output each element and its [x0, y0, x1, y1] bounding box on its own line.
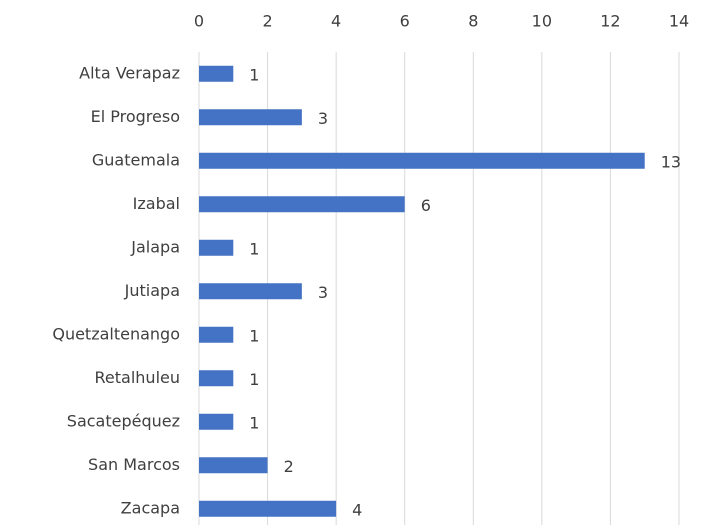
- x-tick-label: 6: [400, 12, 410, 31]
- y-tick-label: Sacatepéquez: [67, 411, 180, 430]
- data-label: 1: [249, 413, 259, 432]
- bar: [199, 283, 302, 300]
- bar: [199, 457, 268, 474]
- y-tick-label: Quetzaltenango: [52, 324, 180, 343]
- data-label: 3: [318, 283, 328, 302]
- bar: [199, 413, 234, 430]
- y-tick-label: Retalhuleu: [95, 368, 180, 387]
- data-label: 1: [249, 370, 259, 389]
- y-tick-label: El Progreso: [91, 107, 180, 126]
- bar: [199, 326, 234, 343]
- data-label: 4: [352, 500, 362, 519]
- y-tick-label: Alta Verapaz: [79, 63, 180, 82]
- data-label: 1: [249, 326, 259, 345]
- x-tick-label: 4: [331, 12, 341, 31]
- data-label: 1: [249, 239, 259, 258]
- x-tick-label: 12: [600, 12, 620, 31]
- y-tick-label: Zacapa: [121, 498, 180, 517]
- data-label: 3: [318, 109, 328, 128]
- data-label: 1: [249, 65, 259, 84]
- x-tick-label: 8: [468, 12, 478, 31]
- y-tick-label: Guatemala: [92, 150, 180, 169]
- data-label: 2: [284, 457, 294, 476]
- bar: [199, 152, 645, 169]
- y-tick-label: Jalapa: [130, 237, 180, 256]
- y-tick-label: Jutiapa: [124, 281, 180, 300]
- bar: [199, 109, 302, 126]
- y-tick-label: Izabal: [133, 194, 180, 213]
- x-tick-label: 0: [194, 12, 204, 31]
- bar: [199, 370, 234, 387]
- data-label: 6: [421, 196, 431, 215]
- bar: [199, 65, 234, 82]
- bar: [199, 239, 234, 256]
- bar: [199, 196, 405, 213]
- x-tick-label: 2: [262, 12, 272, 31]
- x-tick-label: 10: [532, 12, 552, 31]
- y-tick-label: San Marcos: [88, 455, 180, 474]
- data-label: 13: [661, 152, 681, 171]
- bar: [199, 500, 337, 517]
- x-tick-label: 14: [669, 12, 689, 31]
